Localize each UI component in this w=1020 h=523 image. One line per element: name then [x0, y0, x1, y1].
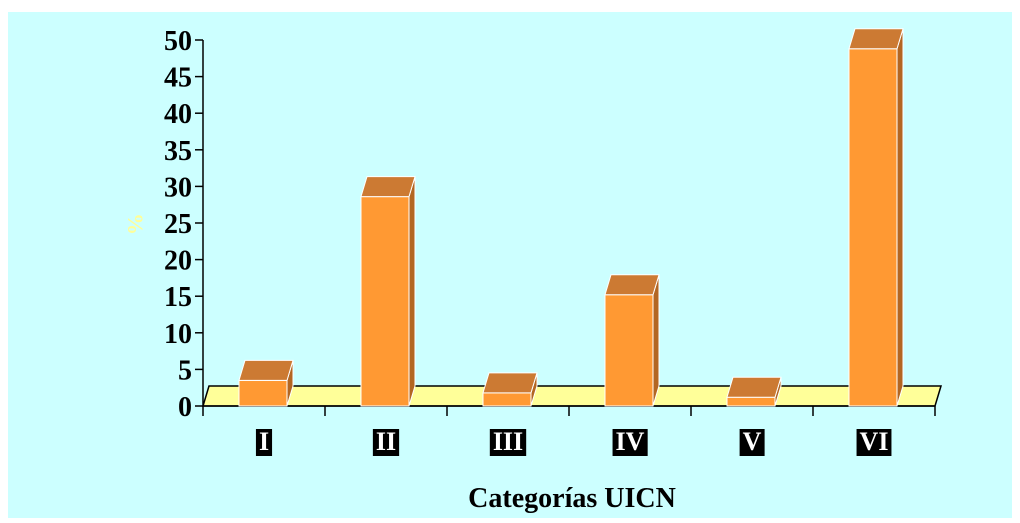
x-axis-title: Categorías UICN	[468, 483, 676, 514]
x-tick-label-III: III	[489, 427, 527, 456]
x-tick-label: II	[376, 427, 396, 456]
x-tick-label-II: II	[372, 427, 400, 456]
chart-floor	[201, 385, 943, 407]
x-tick-label-V: V	[739, 427, 765, 456]
bar-VI	[848, 28, 904, 407]
bar-top	[482, 372, 538, 394]
y-axis-title: %	[123, 213, 148, 235]
bar-top	[726, 376, 782, 398]
bar-top	[604, 274, 660, 296]
x-tick-label-bg	[255, 429, 273, 456]
bar-top	[360, 176, 416, 198]
bar-II	[360, 176, 416, 407]
bar-front	[604, 294, 654, 407]
x-tick-label-IV: IV	[612, 427, 648, 456]
x-tick-label: III	[493, 427, 523, 456]
bar-side	[896, 28, 904, 407]
bar-IV	[604, 274, 660, 407]
y-tick-label: 30	[164, 172, 192, 203]
y-tick-label: 40	[164, 99, 192, 130]
bar-side	[408, 176, 416, 407]
bar-I	[238, 359, 294, 407]
bar-top	[238, 359, 294, 381]
bar-V	[726, 376, 782, 407]
bar-front	[238, 379, 288, 407]
x-tick-label-bg	[612, 429, 648, 456]
x-tick-label-bg	[372, 429, 400, 456]
y-tick-label: 15	[164, 282, 192, 313]
y-tick-label: 10	[164, 319, 192, 350]
bar-side	[652, 274, 660, 407]
y-tick-label: 45	[164, 63, 192, 94]
y-tick-label: 25	[164, 209, 192, 240]
x-tick-label: VI	[860, 427, 889, 456]
y-tick-label: 5	[178, 355, 192, 386]
x-tick-label: I	[259, 427, 269, 456]
x-tick-label-bg	[739, 429, 765, 456]
bar-front	[360, 196, 410, 407]
bar-top	[848, 28, 904, 50]
x-tick-label-I: I	[255, 427, 273, 456]
x-tick-label: IV	[616, 427, 645, 456]
bar-front	[848, 48, 898, 407]
x-tick-label: V	[743, 427, 762, 456]
y-tick-label: 20	[164, 246, 192, 277]
bar-front	[482, 392, 532, 407]
y-tick-label: 50	[164, 26, 192, 57]
bar-front	[726, 396, 776, 407]
y-tick-label: 0	[178, 392, 192, 423]
bar-III	[482, 372, 538, 407]
x-tick-label-VI: VI	[856, 427, 892, 456]
x-tick-label-bg	[856, 429, 892, 456]
y-tick-label: 35	[164, 136, 192, 167]
x-tick-label-bg	[489, 429, 527, 456]
